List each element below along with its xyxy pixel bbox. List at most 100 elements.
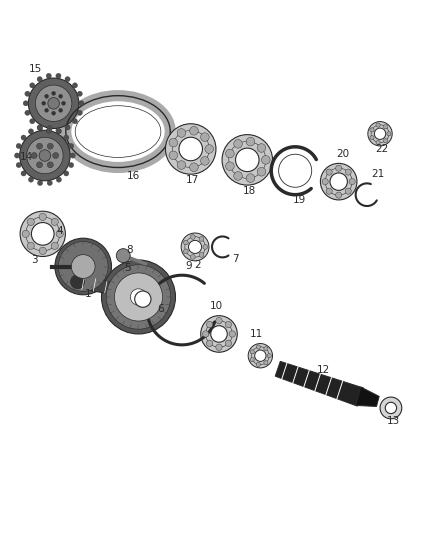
Circle shape [188, 240, 201, 254]
Circle shape [71, 255, 95, 278]
Circle shape [42, 101, 46, 106]
Text: 8: 8 [127, 245, 133, 255]
Text: 13: 13 [386, 416, 400, 426]
Circle shape [246, 138, 255, 146]
Circle shape [166, 124, 216, 174]
Circle shape [20, 211, 65, 256]
Circle shape [48, 98, 60, 109]
Circle shape [199, 253, 204, 257]
Text: 22: 22 [375, 144, 389, 154]
Circle shape [368, 122, 392, 146]
Circle shape [20, 130, 70, 181]
Circle shape [32, 223, 54, 245]
Circle shape [30, 83, 35, 88]
Text: 20: 20 [336, 149, 350, 159]
Circle shape [65, 125, 70, 130]
Text: 11: 11 [249, 329, 263, 340]
Circle shape [326, 188, 332, 194]
Circle shape [201, 316, 237, 352]
Circle shape [257, 144, 266, 152]
Circle shape [216, 318, 222, 324]
Circle shape [257, 167, 266, 176]
Text: 15: 15 [29, 64, 42, 74]
Circle shape [326, 169, 332, 175]
Text: 1: 1 [85, 289, 92, 299]
Circle shape [336, 192, 342, 198]
Circle shape [71, 275, 85, 289]
Text: 9: 9 [185, 261, 192, 271]
Circle shape [56, 73, 61, 78]
Circle shape [370, 135, 374, 140]
Circle shape [79, 101, 84, 106]
Circle shape [38, 180, 42, 185]
Circle shape [22, 230, 29, 238]
Circle shape [31, 152, 37, 158]
Circle shape [47, 162, 53, 168]
Circle shape [261, 156, 270, 164]
Circle shape [72, 83, 78, 88]
Circle shape [264, 346, 268, 351]
Circle shape [384, 139, 388, 143]
Circle shape [184, 240, 188, 245]
Circle shape [21, 171, 26, 176]
Circle shape [68, 143, 74, 149]
Polygon shape [356, 387, 379, 407]
Circle shape [68, 163, 74, 168]
Circle shape [23, 101, 28, 106]
Circle shape [190, 126, 198, 135]
Circle shape [179, 137, 202, 161]
Circle shape [64, 171, 69, 176]
Circle shape [226, 149, 234, 158]
Circle shape [36, 143, 42, 149]
Circle shape [345, 169, 351, 175]
Circle shape [56, 177, 61, 182]
Circle shape [106, 265, 171, 329]
Circle shape [27, 242, 34, 249]
Circle shape [37, 77, 42, 82]
Circle shape [56, 230, 64, 238]
Circle shape [225, 340, 232, 346]
Circle shape [184, 249, 188, 254]
Circle shape [250, 350, 254, 354]
Circle shape [47, 180, 53, 185]
Circle shape [374, 128, 386, 140]
Circle shape [39, 213, 46, 221]
Circle shape [51, 218, 58, 225]
Circle shape [256, 362, 261, 367]
Circle shape [229, 331, 236, 337]
Circle shape [376, 140, 380, 144]
Circle shape [114, 273, 162, 321]
Text: 14: 14 [20, 152, 33, 162]
Circle shape [205, 144, 213, 154]
Circle shape [59, 108, 63, 112]
Circle shape [181, 233, 209, 261]
Text: 7: 7 [232, 254, 239, 264]
Circle shape [254, 350, 266, 361]
Circle shape [46, 128, 51, 133]
Circle shape [70, 153, 75, 158]
Circle shape [248, 344, 272, 368]
Text: 17: 17 [186, 175, 200, 185]
Circle shape [55, 238, 112, 295]
Circle shape [267, 353, 272, 358]
Circle shape [177, 160, 186, 169]
Circle shape [27, 218, 34, 225]
Text: 21: 21 [371, 169, 385, 179]
Circle shape [234, 140, 242, 148]
Circle shape [202, 331, 209, 337]
Circle shape [38, 125, 42, 131]
Text: 12: 12 [317, 365, 330, 375]
Circle shape [37, 125, 42, 130]
Circle shape [226, 162, 234, 171]
Circle shape [77, 91, 82, 96]
Circle shape [47, 143, 53, 149]
Circle shape [52, 111, 56, 115]
Text: 16: 16 [127, 172, 140, 181]
Circle shape [177, 128, 186, 138]
Circle shape [102, 260, 176, 334]
Circle shape [203, 245, 208, 249]
Circle shape [199, 237, 204, 241]
Text: 5: 5 [124, 263, 131, 273]
Circle shape [28, 177, 34, 182]
Circle shape [77, 110, 82, 116]
